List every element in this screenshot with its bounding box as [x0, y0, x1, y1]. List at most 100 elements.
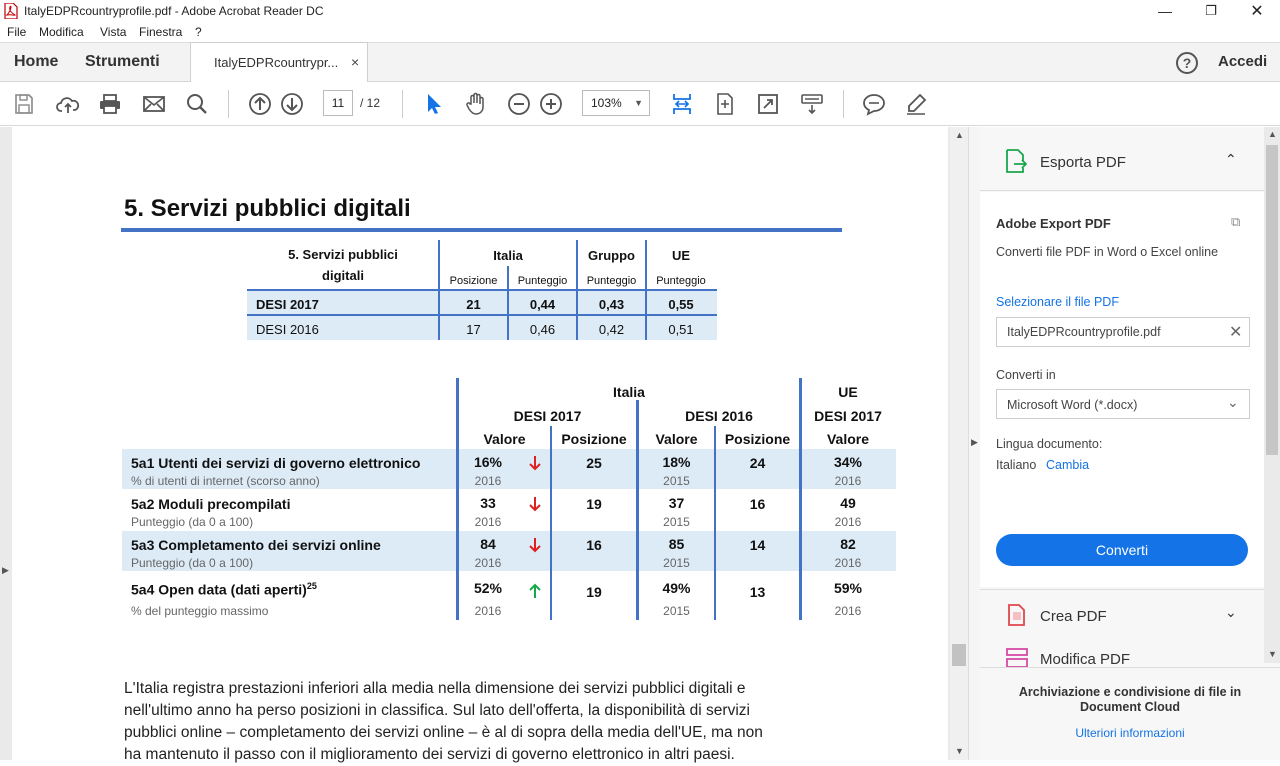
- zoom-in-button[interactable]: [539, 92, 563, 116]
- keyboard-scroll-button[interactable]: [800, 92, 824, 116]
- detail-col-valore: Valore: [483, 431, 526, 447]
- more-info-link[interactable]: Ulteriori informazioni: [1075, 726, 1185, 740]
- menu-finestra[interactable]: Finestra: [139, 25, 183, 39]
- change-language-link[interactable]: Cambia: [1046, 458, 1090, 472]
- close-icon: ✕: [1250, 3, 1264, 20]
- menu-modifica[interactable]: Modifica: [39, 25, 84, 39]
- document-viewport[interactable]: ▶: [0, 127, 968, 760]
- toolbar-separator: [843, 90, 844, 118]
- minimize-button[interactable]: —: [1142, 0, 1188, 22]
- previous-page-button[interactable]: [248, 92, 272, 116]
- zoom-select[interactable]: 103% ▼: [582, 90, 650, 116]
- detail-vline: [714, 426, 716, 620]
- chevron-down-icon: ⌄: [1227, 394, 1239, 410]
- tab-home[interactable]: Home: [14, 53, 59, 70]
- select-tool-button[interactable]: [422, 92, 446, 116]
- scroll-thumb[interactable]: [952, 644, 966, 666]
- window-title: ItalyEDPRcountryprofile.pdf - Adobe Acro…: [24, 4, 324, 18]
- clear-file-icon[interactable]: ✕: [1229, 324, 1243, 341]
- format-select[interactable]: Microsoft Word (*.docx) ⌄: [996, 389, 1250, 419]
- collapse-panel-icon[interactable]: ▶: [971, 437, 978, 447]
- expand-icon: [758, 94, 778, 114]
- zoom-out-button[interactable]: [507, 92, 531, 116]
- detail-cell: 52%: [473, 580, 503, 596]
- comment-button[interactable]: [862, 92, 886, 116]
- detail-cell: 19: [586, 584, 602, 600]
- restore-icon: ❐: [1205, 3, 1217, 18]
- detail-cell: 24: [749, 455, 766, 471]
- summary-cell: 0,42: [598, 322, 625, 337]
- tab-document[interactable]: ItalyEDPRcountrypr... ×: [190, 42, 368, 83]
- detail-row-sub: % del punteggio massimo: [131, 604, 269, 618]
- trend-down-icon: [529, 538, 541, 553]
- tab-close-icon[interactable]: ×: [351, 54, 360, 70]
- select-file-label: Selezionare il file PDF: [996, 295, 1119, 309]
- menu-file[interactable]: File: [7, 25, 27, 39]
- scroll-mode-icon: [801, 94, 823, 115]
- save-button[interactable]: [12, 92, 36, 116]
- scroll-down-icon[interactable]: ▼: [955, 746, 964, 756]
- search-button[interactable]: [185, 92, 209, 116]
- detail-row-sub: Punteggio (da 0 a 100): [131, 515, 254, 529]
- detail-header-desi2017: DESI 2017: [513, 408, 582, 424]
- hand-icon: [466, 92, 484, 115]
- hand-tool-button[interactable]: [464, 92, 488, 116]
- panel-scrollbar[interactable]: ▲ ▼: [1264, 127, 1280, 663]
- panel-scroll-thumb[interactable]: [1266, 145, 1278, 455]
- page-number-input[interactable]: 11: [323, 90, 353, 116]
- pdf-page: [12, 127, 948, 760]
- menu-help[interactable]: ?: [195, 25, 202, 39]
- summary-col-italia: Italia: [493, 248, 523, 263]
- edit-pdf-header[interactable]: Modifica PDF: [980, 639, 1264, 667]
- maximize-button[interactable]: ❐: [1188, 0, 1234, 22]
- selected-file-field[interactable]: ItalyEDPRcountryprofile.pdf ✕: [996, 317, 1250, 347]
- tab-tools[interactable]: Strumenti: [85, 53, 160, 70]
- detail-row-sub: % di utenti di internet (scorso anno): [131, 474, 320, 488]
- menu-vista[interactable]: Vista: [100, 25, 127, 39]
- create-pdf-header[interactable]: Crea PDF ⌄: [980, 589, 1264, 639]
- detail-col-valore: Valore: [655, 431, 698, 447]
- print-button[interactable]: [98, 92, 122, 116]
- document-scrollbar[interactable]: ▲ ▼: [950, 127, 968, 760]
- detail-col-posizione: Posizione: [724, 431, 791, 447]
- detail-row-sub: Punteggio (da 0 a 100): [131, 556, 254, 570]
- export-description: Converti file PDF in Word o Excel online: [996, 245, 1219, 259]
- export-pdf-header[interactable]: Esporta PDF ⌃: [980, 127, 1264, 191]
- summary-sub-punteggio: Punteggio: [586, 275, 637, 287]
- next-page-button[interactable]: [280, 92, 304, 116]
- speech-bubble-icon: [863, 94, 885, 116]
- cloud-promo-text-line1: Archiviazione e condivisione di file in: [1018, 685, 1242, 699]
- summary-row-label: DESI 2017: [256, 297, 319, 312]
- detail-cell: 49%: [662, 580, 691, 596]
- arrow-down-circle-icon: [281, 93, 303, 115]
- upload-cloud-button[interactable]: [56, 92, 80, 116]
- chevron-down-icon[interactable]: ⌄: [1225, 604, 1237, 620]
- email-button[interactable]: [142, 92, 166, 116]
- close-window-button[interactable]: ✕: [1234, 0, 1280, 22]
- panel-scroll-down-icon[interactable]: ▼: [1268, 649, 1277, 659]
- scroll-up-icon[interactable]: ▲: [955, 130, 964, 140]
- full-screen-button[interactable]: [756, 92, 780, 116]
- convert-button[interactable]: Converti: [996, 534, 1248, 566]
- summary-row-fill: [247, 315, 717, 340]
- pen-sign-icon: [907, 93, 927, 115]
- left-pane-toggle-icon[interactable]: ▶: [2, 565, 9, 575]
- help-icon[interactable]: ?: [1176, 52, 1198, 74]
- panel-scroll-up-icon[interactable]: ▲: [1268, 129, 1277, 139]
- detail-year: 2015: [663, 556, 690, 570]
- detail-cell: 84: [480, 536, 496, 552]
- detail-row-label: 5a1 Utenti dei servizi di governo elettr…: [131, 455, 421, 471]
- pane-splitter[interactable]: ▶: [968, 127, 980, 760]
- sign-in-link[interactable]: Accedi: [1218, 53, 1268, 70]
- subscription-info-icon[interactable]: ⧉: [1231, 214, 1241, 229]
- fit-page-button[interactable]: [670, 92, 694, 116]
- cursor-arrow-icon: [428, 94, 441, 114]
- sign-button[interactable]: [904, 92, 928, 116]
- detail-vline: [550, 426, 552, 620]
- create-pdf-title: Crea PDF: [1040, 608, 1107, 625]
- create-pdf-icon: [1008, 604, 1025, 626]
- summary-rule: [247, 289, 717, 291]
- rotate-view-button[interactable]: [713, 92, 737, 116]
- detail-cell: 49: [840, 495, 856, 511]
- chevron-up-icon[interactable]: ⌃: [1225, 151, 1237, 167]
